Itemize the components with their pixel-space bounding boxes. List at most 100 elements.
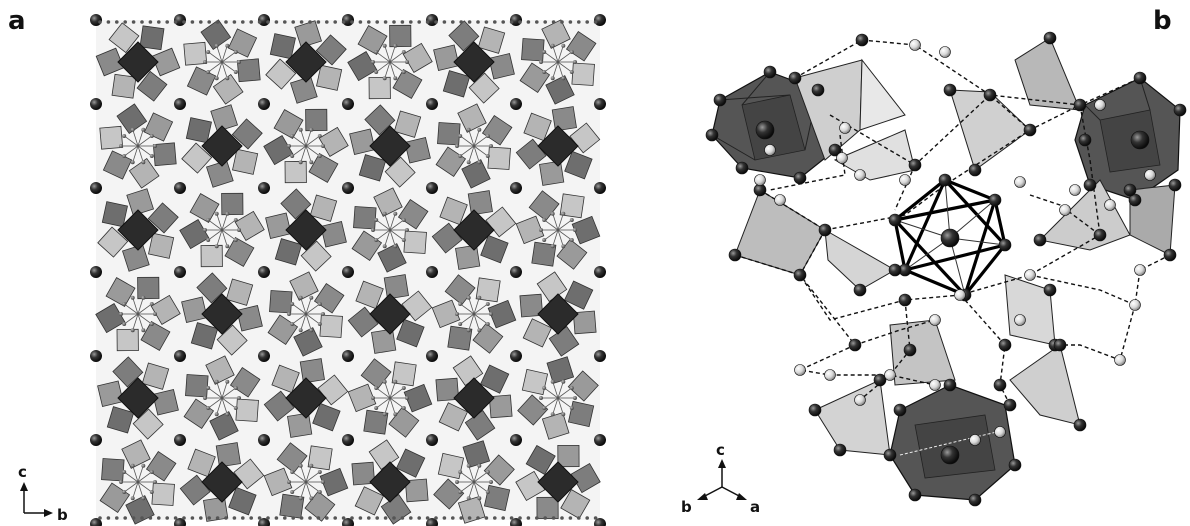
polyhedron [539,160,565,186]
hydrogen-atom [1129,299,1141,311]
atom [573,396,577,400]
lattice-atom [510,518,522,526]
lattice-atom [426,266,438,278]
oxygen-atom [1078,133,1092,147]
atom [233,386,238,390]
oxygen-atom [873,373,887,387]
lattice-atom [342,14,354,26]
lattice-cell [349,104,431,188]
oxygen-atom [788,71,802,85]
lattice-atom [258,350,270,362]
lattice-atom [342,182,354,194]
hydrogen-atom [884,369,896,381]
oxygen-atom [818,223,832,237]
polyhedron [487,299,517,329]
atom [203,228,207,232]
oxygen-atom [1008,458,1022,472]
polyhedron [567,400,595,428]
lattice-atom [426,434,438,446]
lattice-atom [342,266,354,278]
panel-b-atoms [705,31,1187,507]
atom [485,322,490,326]
polyhedron [196,272,228,304]
lattice-cell [99,439,177,525]
polyhedron [487,146,511,170]
atom [233,406,238,410]
lattice-cell [183,19,261,105]
atom [401,386,406,390]
lattice-atom [90,518,102,526]
polyhedron [521,368,549,396]
oxygen-atom [998,338,1012,352]
polyhedron [560,489,591,520]
oxygen-atom [943,83,957,97]
atom [317,302,322,306]
lattice-cell [431,274,517,354]
polyhedron [431,299,461,329]
polyhedron [377,243,407,273]
lattice-cell [181,272,263,356]
polyhedron [517,394,549,426]
lattice-atom [174,182,186,194]
atom [393,379,398,384]
polyhedron [368,439,400,470]
polyhedron [269,33,296,60]
oxygen-atom [1133,71,1147,85]
atom [573,60,577,64]
lattice-cell [351,439,429,525]
atom [458,490,463,494]
polyhedron [200,19,232,51]
hydrogen-atom [929,314,941,326]
atom [455,312,459,316]
atom [455,144,459,148]
lattice-atom [258,14,270,26]
oxygen-atom [943,378,957,392]
atom [225,244,230,249]
polyhedron [105,277,136,308]
oxygen-atom [828,143,842,157]
atom [122,322,127,326]
polyhedron [316,64,343,91]
oxygen-atom [1043,283,1057,297]
atom [149,470,154,474]
atom [477,328,482,333]
atom [393,211,398,216]
atom [149,154,154,158]
dark-octahedron [201,125,243,167]
hydrogen-atom [1069,184,1081,196]
lattice-atom [426,518,438,526]
lattice-atom [174,434,186,446]
oxygen-atom [888,213,902,227]
atom [141,463,146,468]
oxygen-atom [1043,31,1057,45]
oxygen-atom [998,238,1012,252]
lattice-atom [510,182,522,194]
atom [458,322,463,326]
atom [214,244,219,249]
atom [477,463,482,468]
polyhedron [128,157,160,189]
atom [550,412,555,417]
lattice-atom [258,98,270,110]
polyhedron [548,326,580,357]
atom [237,60,241,64]
panel-b-axes-indicator: c b a [681,441,760,516]
polyhedron [99,125,124,150]
polyhedron [525,444,556,475]
atom [317,490,322,494]
polyhedron [433,44,460,71]
atom [458,302,463,306]
polyhedron [402,42,433,73]
atom [477,295,482,300]
atom [539,60,543,64]
lattice-cell [267,271,345,357]
atom [401,406,406,410]
polyhedron [148,232,175,259]
atom [290,154,295,158]
lattice-cell [435,103,513,189]
polyhedron [515,215,545,245]
oxygen-atom [811,83,825,97]
oxygen-atom [735,161,749,175]
polyhedron [284,160,307,184]
atom [485,302,490,306]
